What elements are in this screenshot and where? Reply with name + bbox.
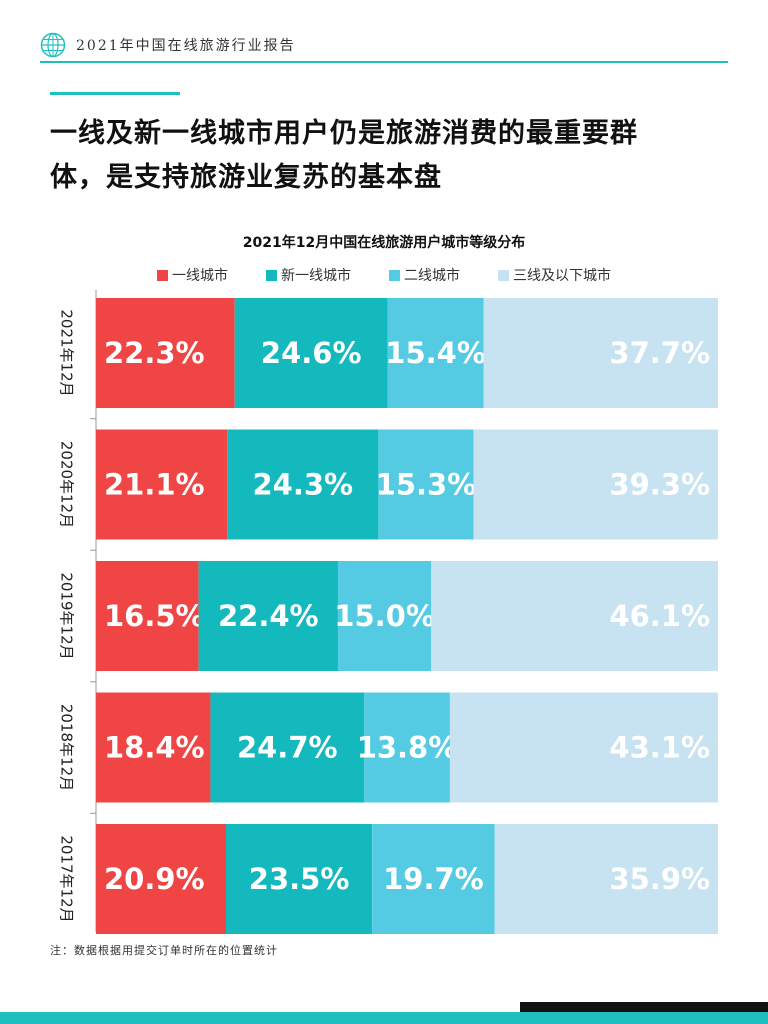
data-label: 15.0% bbox=[334, 599, 435, 633]
legend-label-new-tier1: 新一线城市 bbox=[281, 268, 351, 284]
bar-segment bbox=[378, 429, 474, 540]
bar-segment bbox=[96, 561, 199, 671]
bar-segment bbox=[96, 298, 235, 408]
bar-segment bbox=[449, 692, 718, 803]
y-tick-label: 2018年12月 bbox=[58, 704, 76, 791]
header-divider bbox=[40, 61, 728, 63]
legend-item-tier3-below: 三线及以下城市 bbox=[498, 265, 611, 285]
data-label: 22.4% bbox=[218, 599, 319, 633]
title-accent-bar bbox=[50, 92, 180, 95]
legend-label-tier3-below: 三线及以下城市 bbox=[513, 268, 611, 284]
data-label: 22.3% bbox=[104, 336, 205, 370]
bar-segment bbox=[372, 824, 495, 934]
bar-segment bbox=[473, 429, 718, 540]
data-label: 13.8% bbox=[357, 731, 458, 765]
y-tick-label: 2020年12月 bbox=[58, 441, 76, 528]
bar-segment bbox=[96, 824, 226, 934]
data-label: 15.3% bbox=[376, 468, 477, 502]
legend-label-tier2: 二线城市 bbox=[404, 268, 460, 284]
bar-segment bbox=[387, 298, 484, 408]
footer-teal-bar bbox=[0, 1012, 768, 1024]
data-label: 21.1% bbox=[104, 468, 205, 502]
headline-line-2: 体，是支持旅游业复苏的基本盘 bbox=[50, 162, 442, 193]
legend-swatch-tier2 bbox=[389, 269, 400, 281]
page-headline: 一线及新一线城市用户仍是旅游消费的最重要群 体，是支持旅游业复苏的基本盘 bbox=[50, 112, 730, 200]
report-header: 2021年中国在线旅游行业报告 bbox=[40, 30, 728, 60]
bar-segment bbox=[96, 429, 228, 540]
y-tick-label: 2017年12月 bbox=[58, 835, 76, 922]
bar-segment bbox=[96, 692, 211, 803]
legend-swatch-tier1 bbox=[157, 269, 168, 281]
bar-segment bbox=[234, 298, 388, 408]
y-tick-label: 2021年12月 bbox=[58, 309, 76, 396]
data-label: 16.5% bbox=[104, 599, 205, 633]
footnote: 注：数据根据用提交订单时所在的位置统计 bbox=[50, 944, 278, 957]
data-label: 37.7% bbox=[609, 336, 710, 370]
headline-line-1: 一线及新一线城市用户仍是旅游消费的最重要群 bbox=[50, 118, 638, 149]
chart-title: 2021年12月中国在线旅游用户城市等级分布 bbox=[242, 235, 526, 251]
legend-swatch-new-tier1 bbox=[266, 269, 277, 281]
report-title: 2021年中国在线旅游行业报告 bbox=[76, 38, 296, 54]
footer-black-bar bbox=[520, 1002, 768, 1012]
bar-segment bbox=[431, 561, 718, 671]
data-label: 43.1% bbox=[609, 731, 710, 765]
bar-segment bbox=[225, 824, 373, 934]
legend-item-tier1: 一线城市 bbox=[157, 265, 228, 285]
legend-item-new-tier1: 新一线城市 bbox=[266, 265, 351, 285]
data-label: 15.4% bbox=[385, 336, 486, 370]
bar-segment bbox=[337, 561, 432, 671]
data-label: 18.4% bbox=[104, 731, 205, 765]
data-label: 19.7% bbox=[383, 862, 484, 896]
chart-legend: 一线城市 新一线城市 二线城市 三线及以下城市 bbox=[0, 265, 768, 285]
data-label: 20.9% bbox=[104, 862, 205, 896]
bar-segment bbox=[210, 692, 365, 803]
bar-segment bbox=[227, 429, 379, 540]
data-label: 35.9% bbox=[609, 862, 710, 896]
data-label: 46.1% bbox=[609, 599, 710, 633]
data-label: 23.5% bbox=[249, 862, 350, 896]
bar-segment bbox=[364, 692, 450, 803]
legend-swatch-tier3-below bbox=[498, 269, 509, 281]
y-tick-label: 2019年12月 bbox=[58, 572, 76, 659]
data-label: 39.3% bbox=[609, 468, 710, 502]
globe-icon bbox=[40, 32, 66, 58]
bar-segment bbox=[494, 824, 718, 934]
data-label: 24.6% bbox=[261, 336, 362, 370]
legend-label-tier1: 一线城市 bbox=[172, 268, 228, 284]
bar-segment bbox=[198, 561, 338, 671]
bar-segment bbox=[483, 298, 718, 408]
legend-item-tier2: 二线城市 bbox=[389, 265, 460, 285]
data-label: 24.3% bbox=[253, 468, 354, 502]
data-label: 24.7% bbox=[237, 731, 338, 765]
